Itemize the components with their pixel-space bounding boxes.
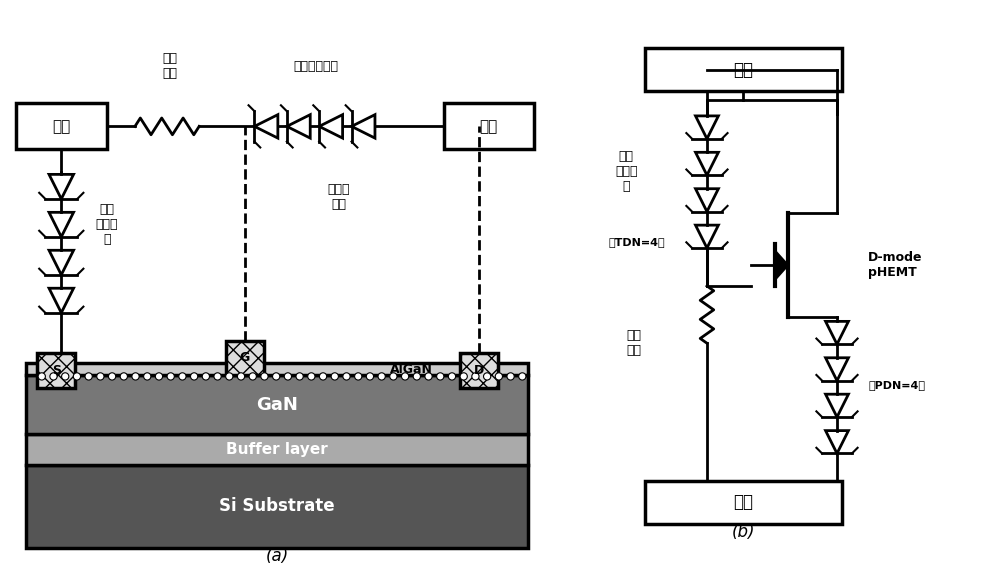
Circle shape <box>73 373 81 380</box>
Text: 肖特基
接触: 肖特基 接触 <box>327 182 350 210</box>
Text: GaN: GaN <box>256 396 298 414</box>
Text: 夹断
二极管
组: 夹断 二极管 组 <box>96 203 118 246</box>
Circle shape <box>62 373 69 380</box>
Text: 限流
电阻: 限流 电阻 <box>627 329 642 358</box>
Circle shape <box>237 373 245 380</box>
Text: 阴极: 阴极 <box>733 494 753 511</box>
Text: 阳极: 阳极 <box>733 61 753 78</box>
Circle shape <box>179 373 186 380</box>
Circle shape <box>437 373 444 380</box>
Circle shape <box>366 373 374 380</box>
Circle shape <box>319 373 327 380</box>
Circle shape <box>390 373 397 380</box>
Circle shape <box>472 373 479 380</box>
Circle shape <box>97 373 104 380</box>
FancyBboxPatch shape <box>645 481 842 524</box>
Circle shape <box>108 373 116 380</box>
Circle shape <box>425 373 432 380</box>
FancyBboxPatch shape <box>26 363 528 375</box>
FancyBboxPatch shape <box>444 104 534 149</box>
Circle shape <box>308 373 315 380</box>
Circle shape <box>484 373 491 380</box>
Circle shape <box>120 373 127 380</box>
Text: （PDN=4）: （PDN=4） <box>868 380 925 390</box>
FancyBboxPatch shape <box>460 353 498 388</box>
Circle shape <box>191 373 198 380</box>
Text: (b): (b) <box>732 523 755 541</box>
Text: (a): (a) <box>266 547 289 565</box>
Circle shape <box>519 373 526 380</box>
Circle shape <box>226 373 233 380</box>
Circle shape <box>378 373 385 380</box>
Text: 阴极: 阴极 <box>52 119 70 134</box>
Circle shape <box>507 373 514 380</box>
Circle shape <box>202 373 209 380</box>
Text: G: G <box>240 352 250 364</box>
Circle shape <box>50 373 57 380</box>
Circle shape <box>401 373 409 380</box>
FancyBboxPatch shape <box>26 434 528 464</box>
Text: 阳极: 阳极 <box>480 119 498 134</box>
Circle shape <box>343 373 350 380</box>
Circle shape <box>495 373 502 380</box>
FancyBboxPatch shape <box>37 353 75 388</box>
Text: 限流
电阻: 限流 电阻 <box>163 51 178 80</box>
Text: D: D <box>474 364 484 377</box>
Circle shape <box>296 373 303 380</box>
Circle shape <box>155 373 163 380</box>
Polygon shape <box>775 251 788 280</box>
Circle shape <box>261 373 268 380</box>
Text: Si Substrate: Si Substrate <box>219 498 335 515</box>
Text: D-mode
pHEMT: D-mode pHEMT <box>868 251 923 279</box>
FancyBboxPatch shape <box>26 464 528 549</box>
Text: 触发
二极管
组: 触发 二极管 组 <box>615 150 638 193</box>
Circle shape <box>460 373 467 380</box>
Circle shape <box>144 373 151 380</box>
Text: AlGaN: AlGaN <box>390 363 433 376</box>
Circle shape <box>331 373 338 380</box>
Circle shape <box>85 373 92 380</box>
Text: （TDN=4）: （TDN=4） <box>608 237 665 247</box>
FancyBboxPatch shape <box>26 375 528 434</box>
Circle shape <box>413 373 420 380</box>
FancyBboxPatch shape <box>645 48 842 91</box>
FancyBboxPatch shape <box>226 341 264 375</box>
Circle shape <box>167 373 174 380</box>
Circle shape <box>214 373 221 380</box>
Text: Buffer layer: Buffer layer <box>226 442 328 457</box>
Circle shape <box>38 373 45 380</box>
Circle shape <box>448 373 456 380</box>
FancyBboxPatch shape <box>16 104 107 149</box>
Circle shape <box>132 373 139 380</box>
Circle shape <box>249 373 256 380</box>
Circle shape <box>284 373 292 380</box>
Text: S: S <box>52 364 61 377</box>
Circle shape <box>355 373 362 380</box>
Circle shape <box>273 373 280 380</box>
Text: 触发二极管组: 触发二极管组 <box>294 60 339 73</box>
